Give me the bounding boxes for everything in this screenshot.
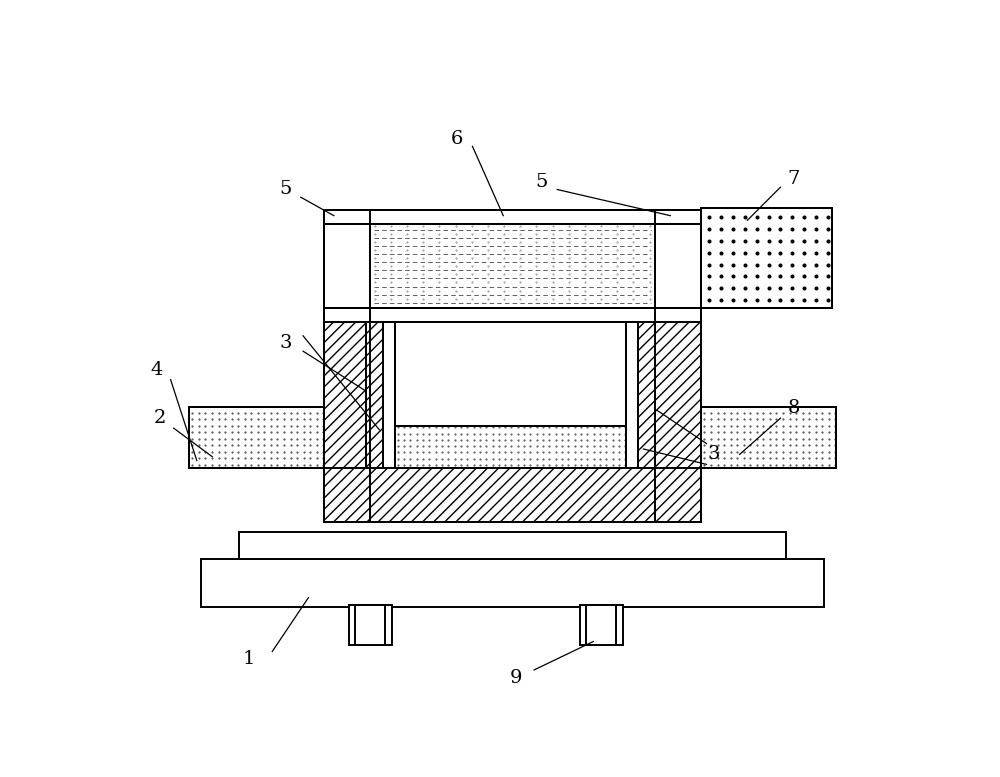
Bar [626,322,638,469]
Bar [324,211,701,322]
Bar [655,211,701,322]
Bar [349,605,392,646]
Text: 2: 2 [154,409,166,427]
Bar [201,559,824,607]
Bar [701,406,836,469]
Bar [355,605,385,646]
Bar [324,308,701,322]
Bar [701,208,832,308]
Bar [324,469,701,522]
Bar [366,322,383,469]
Bar [370,224,655,308]
Bar [655,211,701,322]
Bar [366,322,383,469]
Bar [324,322,370,522]
Bar [324,211,701,224]
Bar [324,211,370,322]
Text: 5: 5 [536,172,548,191]
Bar [655,322,701,522]
Bar [638,322,655,469]
Bar [324,308,701,322]
Bar [383,322,395,469]
Bar [701,406,836,469]
Bar [586,605,616,646]
Text: 3: 3 [708,445,720,463]
Bar [383,322,395,469]
Bar [324,211,701,322]
Text: 3: 3 [279,334,292,353]
Bar [324,211,701,224]
Bar [370,224,655,308]
Bar [324,211,370,322]
Bar [701,208,832,308]
Bar [395,426,626,469]
Bar [324,322,370,522]
Bar [189,406,324,469]
Bar [638,322,655,469]
Text: 8: 8 [787,399,800,417]
Bar [189,406,324,469]
Bar [395,426,626,469]
Text: 5: 5 [279,180,292,198]
Bar [324,469,701,522]
Text: 7: 7 [787,170,800,189]
Text: 9: 9 [510,669,523,687]
Bar [655,322,701,522]
Bar [580,605,623,646]
Text: 4: 4 [151,361,163,378]
Bar [626,322,638,469]
Bar [239,532,786,559]
Text: 1: 1 [243,650,255,668]
Text: 6: 6 [451,130,463,148]
